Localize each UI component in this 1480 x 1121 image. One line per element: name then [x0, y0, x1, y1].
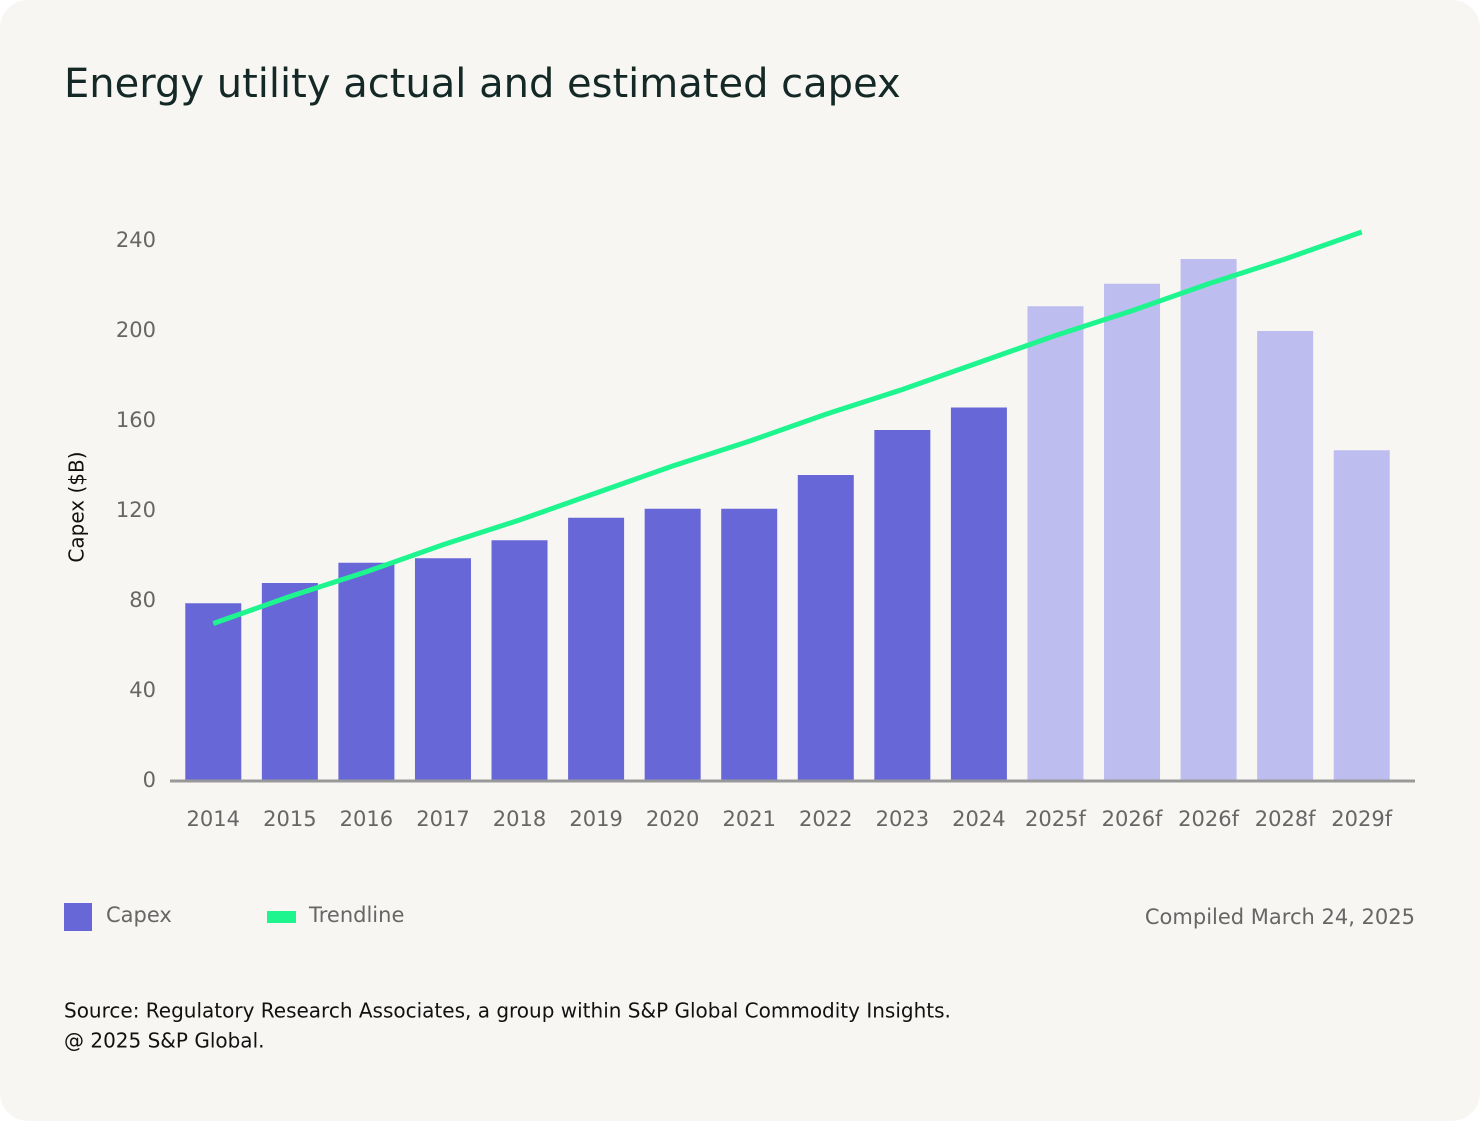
y-tick-label: 40	[129, 678, 156, 702]
bar	[491, 540, 548, 781]
bar	[797, 475, 854, 781]
x-tick-label: 2018	[493, 807, 546, 831]
x-tick-label: 2021	[722, 807, 775, 831]
chart-title: Energy utility actual and estimated cape…	[64, 61, 901, 107]
bar	[414, 558, 471, 781]
legend-label: Trendline	[308, 903, 404, 927]
legend-swatch	[267, 911, 296, 923]
bar	[1257, 331, 1314, 781]
x-tick-label: 2022	[799, 807, 852, 831]
y-tick-label: 240	[116, 228, 156, 252]
bar	[1180, 259, 1237, 781]
x-tick-label: 2015	[263, 807, 316, 831]
x-tick-label: 2024	[952, 807, 1005, 831]
compiled-note: Compiled March 24, 2025	[1145, 905, 1415, 929]
x-tick-label: 2028f	[1255, 807, 1316, 831]
x-tick-label: 2026f	[1178, 807, 1239, 831]
y-tick-label: 0	[143, 768, 156, 792]
y-tick-label: 120	[116, 498, 156, 522]
x-tick-label: 2014	[187, 807, 240, 831]
bar	[185, 603, 242, 781]
x-tick-label: 2026f	[1102, 807, 1163, 831]
bar	[721, 508, 778, 781]
bar	[1104, 283, 1161, 781]
trendline	[212, 229, 1363, 626]
bar	[644, 508, 701, 781]
legend-swatch	[64, 903, 92, 931]
bar	[874, 430, 931, 781]
y-tick-label: 160	[116, 408, 156, 432]
x-tick-label: 2029f	[1331, 807, 1392, 831]
bar	[338, 562, 395, 781]
source: Source: Regulatory Research Associates, …	[64, 999, 951, 1023]
x-tick-label: 2020	[646, 807, 699, 831]
y-axis-label: Capex ($B)	[65, 451, 89, 562]
x-tick-label: 2023	[876, 807, 929, 831]
x-tick-label: 2025f	[1025, 807, 1086, 831]
bar	[1333, 450, 1390, 781]
legend-label: Capex	[106, 903, 172, 927]
bar	[950, 407, 1007, 781]
x-tick-label: 2019	[569, 807, 622, 831]
bar	[1027, 306, 1084, 781]
source: @ 2025 S&P Global.	[64, 1029, 264, 1053]
y-tick-label: 80	[129, 588, 156, 612]
y-tick-label: 200	[116, 318, 156, 342]
x-tick-label: 2017	[416, 807, 469, 831]
x-tick-label: 2016	[340, 807, 393, 831]
bar	[261, 583, 318, 781]
bar	[568, 517, 625, 781]
